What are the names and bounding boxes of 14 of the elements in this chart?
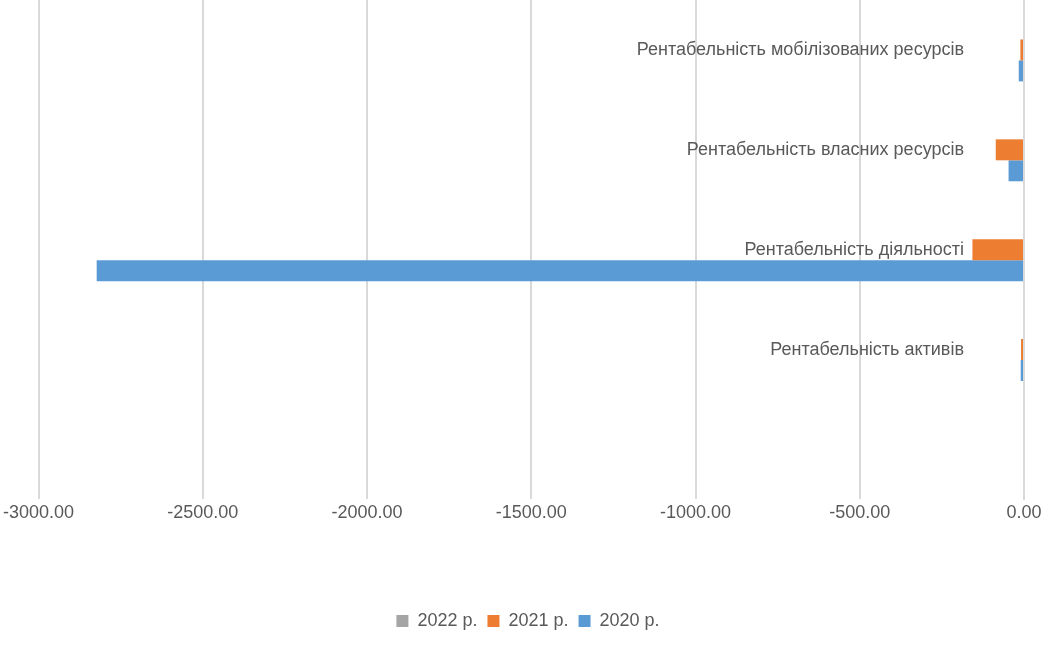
x-tick-label: -500.00 bbox=[829, 502, 891, 523]
y-tick-label: Рентабельність мобілізованих ресурсів bbox=[636, 38, 964, 59]
y-tick-label: Рентабельність власних ресурсів bbox=[686, 138, 964, 159]
legend-label: 2021 р. bbox=[508, 609, 569, 630]
x-tick-label: -2000.00 bbox=[331, 502, 403, 523]
y-tick-label: Рентабельність активів bbox=[770, 338, 964, 359]
x-tick-label: -3000.00 bbox=[3, 502, 75, 523]
x-tick-label: -2500.00 bbox=[167, 502, 239, 523]
legend-label: 2022 р. bbox=[417, 609, 478, 630]
x-tick-label: -1000.00 bbox=[659, 502, 732, 523]
x-tick-label: -1500.00 bbox=[495, 502, 567, 523]
y-tick-label: Рентабельність діяльності bbox=[744, 238, 964, 259]
x-tick-label: 0.00 bbox=[1006, 502, 1042, 523]
legend-label: 2020 р. bbox=[599, 609, 660, 630]
